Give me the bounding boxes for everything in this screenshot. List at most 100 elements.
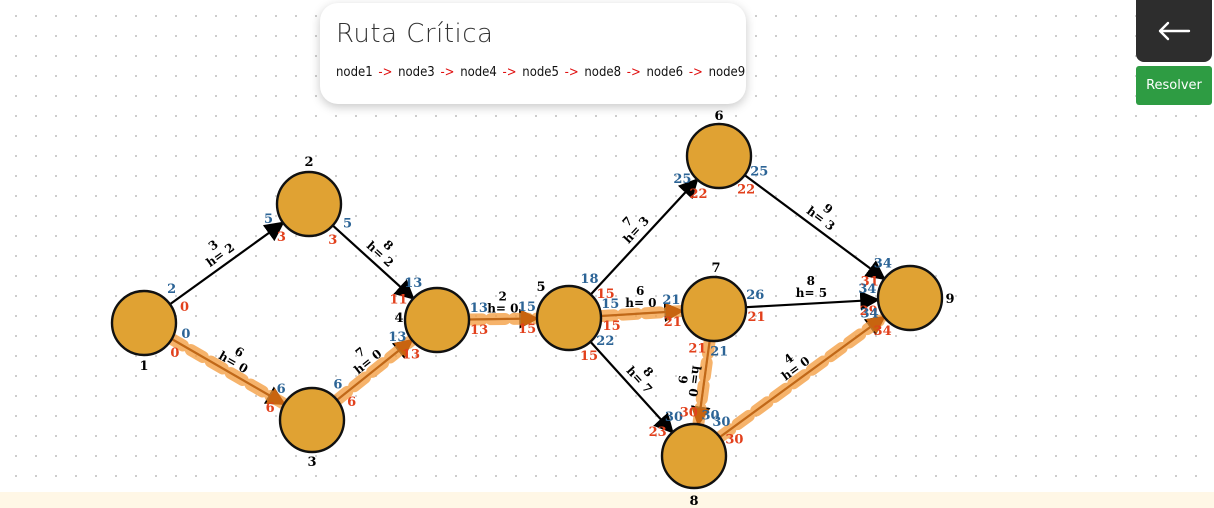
early-start-label: 0 xyxy=(180,300,189,315)
early-finish-label: 34 xyxy=(874,324,892,339)
back-button[interactable] xyxy=(1136,0,1212,62)
route-arrow: -> xyxy=(560,65,583,80)
early-start-label: 15 xyxy=(597,287,615,302)
early-start-label: 21 xyxy=(748,310,766,325)
edge-duration-label: 8 xyxy=(807,274,815,288)
late-finish-label: 15 xyxy=(518,300,536,315)
route-node: node8 xyxy=(584,65,622,80)
node-label: 9 xyxy=(945,292,954,307)
critical-arrow-4-5 xyxy=(468,309,539,328)
node-4[interactable] xyxy=(403,286,471,354)
early-finish-label: 31 xyxy=(861,274,879,289)
node-9[interactable] xyxy=(876,264,944,332)
route-node: node4 xyxy=(460,65,497,80)
early-finish-label: 3 xyxy=(277,230,286,245)
early-start-label: 15 xyxy=(580,349,598,364)
arrow-left-icon xyxy=(1158,21,1191,41)
early-start-label: 30 xyxy=(725,433,743,448)
critical-route: node1 -> node3 -> node4 -> node5 -> node… xyxy=(336,65,745,80)
route-arrow: -> xyxy=(623,65,645,80)
edge-5-8 xyxy=(589,340,674,434)
late-start-label: 0 xyxy=(181,327,190,342)
edge-duration-label: 2 xyxy=(498,290,506,304)
node-label: 8 xyxy=(689,494,698,508)
early-finish-label: 13 xyxy=(402,347,420,362)
edge-slack-label: h= 0 xyxy=(686,365,704,398)
late-start-label: 26 xyxy=(746,288,764,303)
edge-5-6 xyxy=(589,178,699,296)
route-arrow: -> xyxy=(436,65,459,80)
route-node: node3 xyxy=(398,65,435,80)
late-start-label: 18 xyxy=(580,272,598,287)
edge-6-9 xyxy=(744,174,886,281)
node-6[interactable] xyxy=(685,122,753,190)
node-label: 2 xyxy=(304,155,313,170)
early-finish-label: 23 xyxy=(649,425,667,440)
edge-1-2 xyxy=(169,221,285,306)
edge-2-4 xyxy=(331,224,415,300)
edge-duration-label: 9 xyxy=(675,375,690,385)
edge-slack-label: h= 5 xyxy=(796,286,827,300)
route-node: node9 xyxy=(708,65,746,80)
route-arrow: -> xyxy=(374,65,397,80)
nodes-layer xyxy=(110,122,944,490)
late-start-label: 25 xyxy=(750,165,768,180)
late-finish-label: 30 xyxy=(665,410,683,425)
late-start-label: 15 xyxy=(601,297,619,312)
edge-slack-label: h= 0 xyxy=(487,302,518,316)
early-start-label: 21 xyxy=(688,342,706,357)
node-5[interactable] xyxy=(535,284,603,352)
node-label: 3 xyxy=(307,455,316,470)
route-node: node6 xyxy=(646,65,684,80)
early-start-label: 15 xyxy=(603,319,621,334)
early-start-label: 0 xyxy=(170,346,179,361)
critical-arrow-5-7 xyxy=(600,303,684,321)
late-start-label: 13 xyxy=(470,301,488,316)
node-1[interactable] xyxy=(110,289,178,357)
early-finish-label: 29 xyxy=(860,304,878,319)
late-finish-label: 6 xyxy=(277,382,286,397)
critical-arrow-1-3 xyxy=(171,338,286,405)
critical-arrow-3-4 xyxy=(336,338,414,401)
route-arrow: -> xyxy=(498,65,521,80)
late-start-label: 21 xyxy=(710,345,728,360)
late-start-label: 2 xyxy=(167,282,176,297)
late-finish-label: 34 xyxy=(874,257,892,272)
node-label: 6 xyxy=(714,109,723,124)
late-finish-label: 13 xyxy=(388,330,406,345)
bottom-strip xyxy=(0,492,1214,508)
late-finish-label: 34 xyxy=(861,306,879,321)
node-label: 5 xyxy=(536,280,545,295)
late-start-label: 6 xyxy=(333,378,342,393)
late-finish-label: 25 xyxy=(673,172,691,187)
critical-path-card: Ruta Crítica node1 -> node3 -> node4 -> … xyxy=(320,3,746,104)
early-start-label: 6 xyxy=(347,395,356,410)
node-8[interactable] xyxy=(660,422,728,490)
card-title: Ruta Crítica xyxy=(336,19,494,49)
route-node: node5 xyxy=(522,65,559,80)
late-finish-label: 34 xyxy=(858,282,876,297)
early-start-label: 3 xyxy=(328,233,337,248)
edge-7-9 xyxy=(745,290,881,311)
early-finish-label: 21 xyxy=(664,315,682,330)
edge-duration-label: 6 xyxy=(636,284,644,298)
node-label: 7 xyxy=(711,261,720,276)
late-finish-label: 21 xyxy=(662,293,680,308)
early-start-label: 13 xyxy=(470,323,488,338)
late-finish-label: 5 xyxy=(264,212,273,227)
route-node: node1 xyxy=(336,65,373,80)
late-finish-label: 13 xyxy=(404,276,422,291)
late-start-label: 30 xyxy=(712,415,730,430)
early-finish-label: 22 xyxy=(689,187,707,202)
node-label: 1 xyxy=(139,359,148,374)
node-3[interactable] xyxy=(278,386,346,454)
early-finish-label: 30 xyxy=(680,405,698,420)
node-2[interactable] xyxy=(275,170,343,238)
early-start-label: 22 xyxy=(737,182,755,197)
late-start-label: 5 xyxy=(343,217,352,232)
early-finish-label: 11 xyxy=(389,292,407,307)
resolver-button[interactable]: Resolver xyxy=(1136,66,1212,105)
node-7[interactable] xyxy=(680,275,748,343)
route-arrow: -> xyxy=(685,65,707,80)
